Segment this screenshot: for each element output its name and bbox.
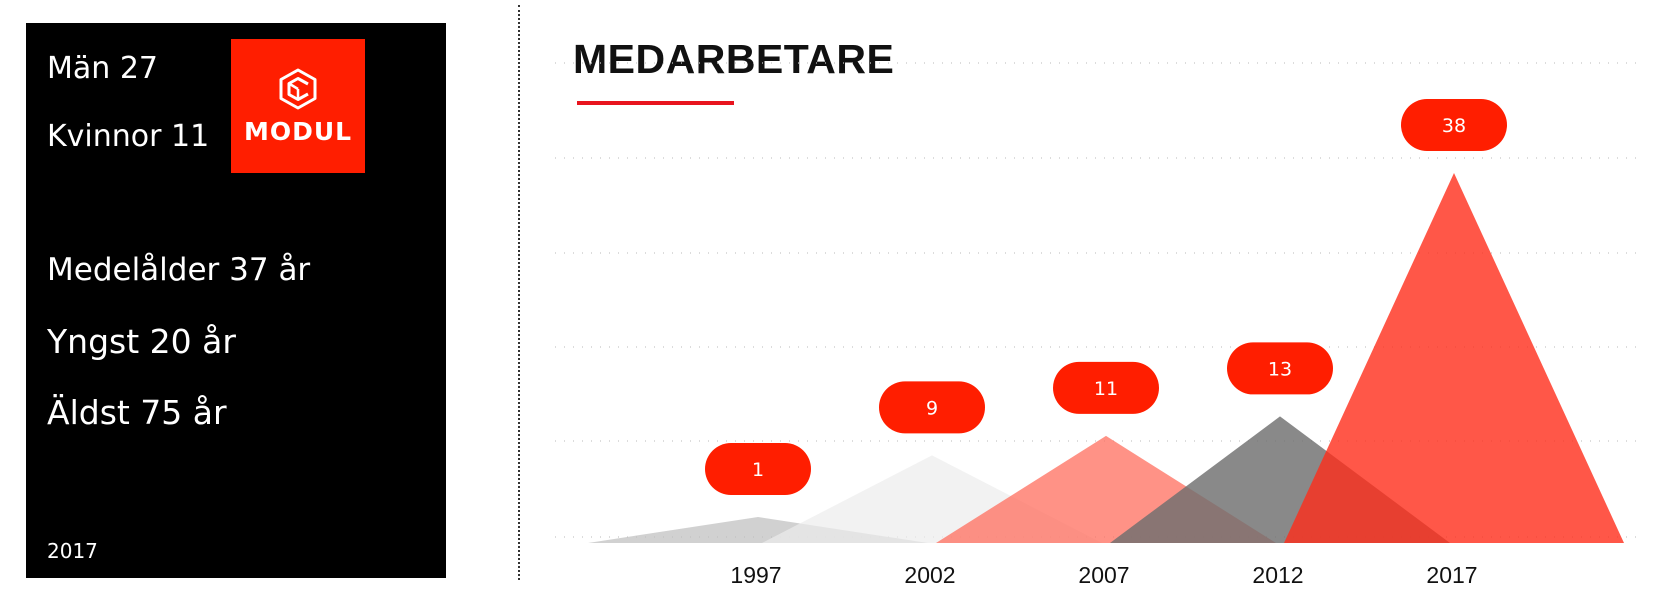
modul-cube-icon xyxy=(279,68,317,110)
panel-year: 2017 xyxy=(47,539,98,563)
value-label-bg xyxy=(705,443,811,495)
triangle-2017 xyxy=(1284,173,1624,543)
women-count: Kvinnor 11 xyxy=(47,119,210,154)
youngest-age: Yngst 20 år xyxy=(47,322,236,361)
chart-title: MEDARBETARE xyxy=(573,36,895,82)
vertical-divider xyxy=(518,5,520,580)
logo-text: MODUL xyxy=(243,117,353,146)
x-tick-label: 1997 xyxy=(730,562,781,588)
value-label-bg xyxy=(1401,99,1507,151)
value-label: 13 xyxy=(1268,358,1292,380)
value-label: 9 xyxy=(926,397,938,419)
oldest-age: Äldst 75 år xyxy=(47,393,227,432)
value-label: 11 xyxy=(1094,378,1118,400)
men-count: Män 27 xyxy=(47,51,158,86)
value-label: 38 xyxy=(1442,115,1466,137)
x-tick-label: 2002 xyxy=(904,562,955,588)
value-label-bg xyxy=(1227,342,1333,395)
value-label: 1 xyxy=(752,459,764,481)
info-panel: Män 27 Kvinnor 11 Medelålder 37 år Yngst… xyxy=(26,23,446,578)
x-tick-label: 2007 xyxy=(1078,562,1129,588)
average-age: Medelålder 37 år xyxy=(47,252,311,288)
value-label-bg xyxy=(1053,361,1159,414)
x-tick-label: 2012 xyxy=(1252,562,1303,588)
x-tick-label: 2017 xyxy=(1426,562,1477,588)
modul-logo: MODUL xyxy=(231,39,365,173)
title-underline xyxy=(577,101,734,105)
value-label-bg xyxy=(879,381,985,434)
